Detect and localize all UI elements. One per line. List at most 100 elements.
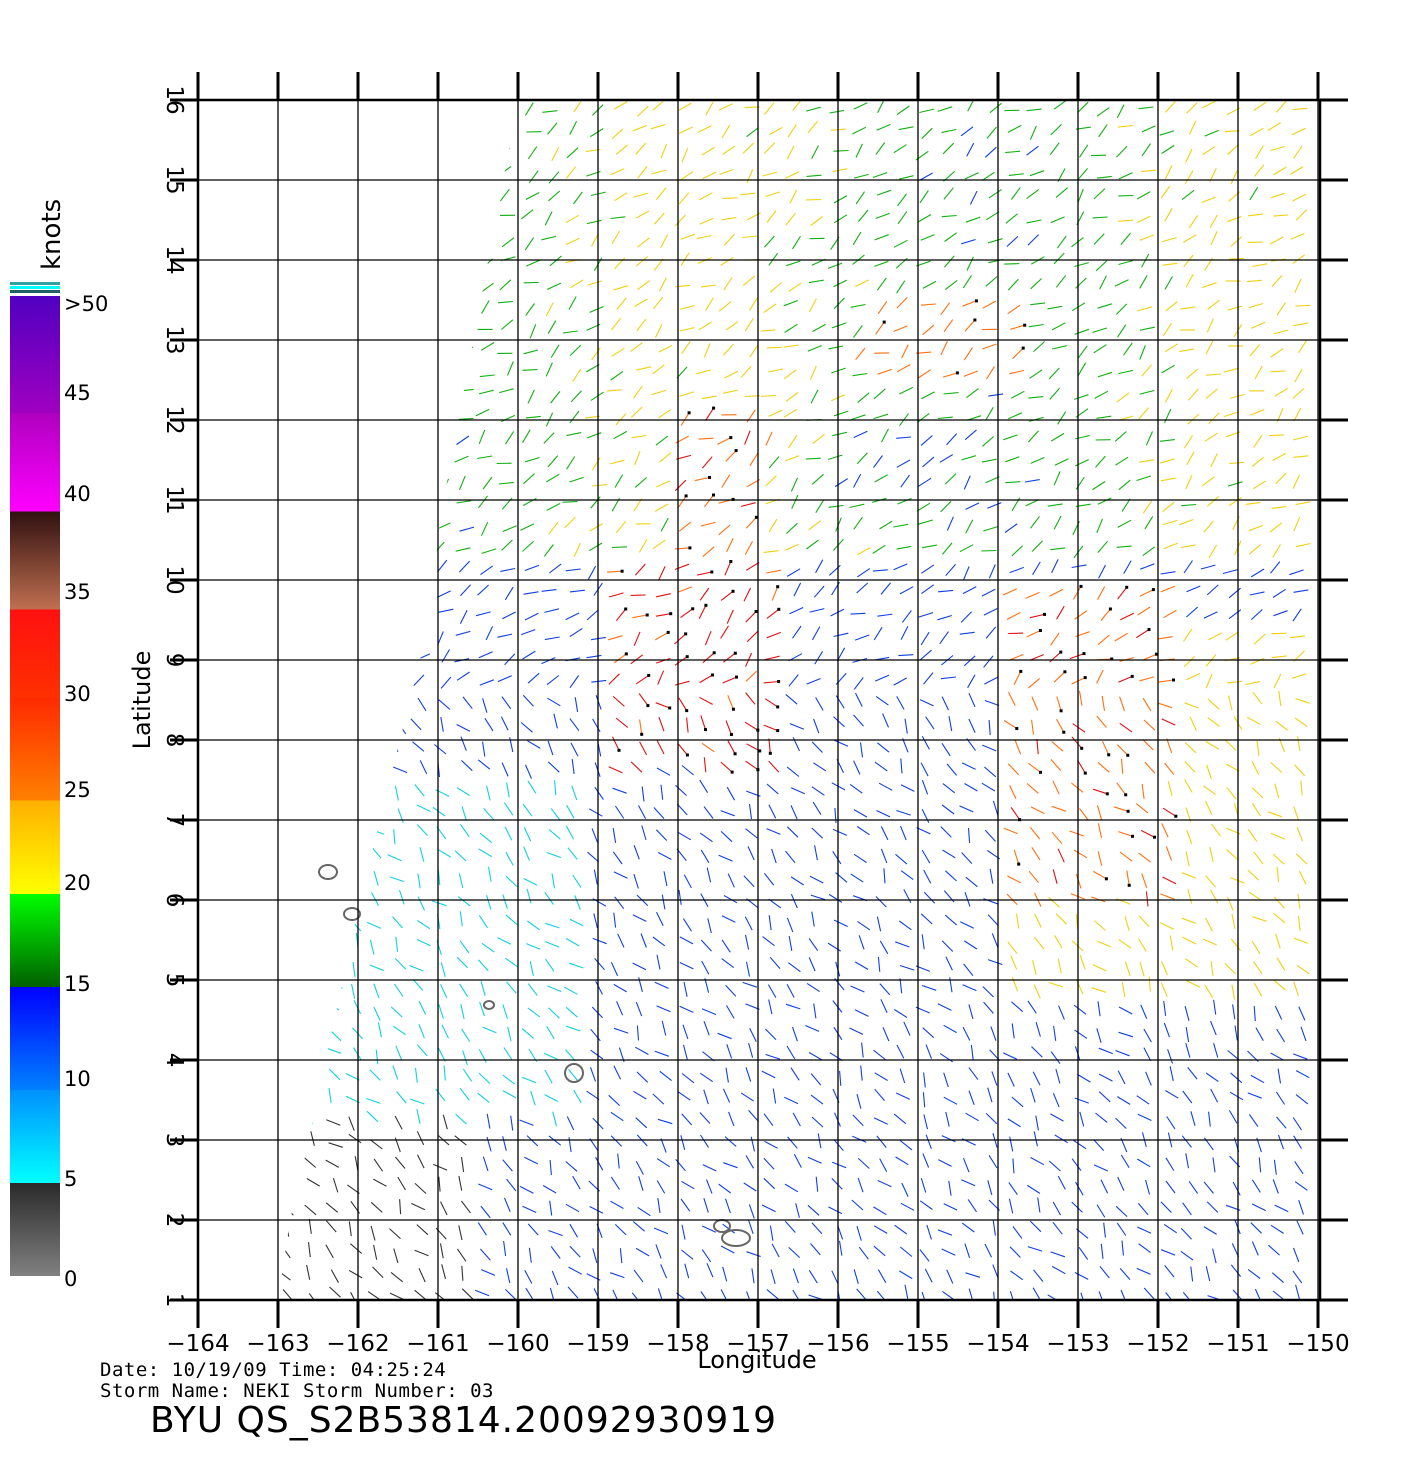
wind-vector (1250, 1074, 1265, 1084)
wind-vector (877, 301, 888, 315)
rain-flag (777, 680, 781, 683)
wind-vector (745, 611, 757, 623)
wind-vector (1190, 1266, 1194, 1282)
wind-vector (674, 547, 690, 550)
wind-vector (330, 895, 334, 911)
wind-vector (610, 168, 625, 176)
wind-vector (680, 608, 694, 619)
wind-vector (523, 591, 539, 595)
wind-vector (743, 1182, 757, 1192)
wind-vector (1119, 1267, 1131, 1280)
wind-vector (498, 147, 510, 160)
wind-vector (681, 1113, 693, 1126)
wind-vector (744, 430, 751, 445)
wind-vector (877, 368, 892, 375)
wind-vector (612, 787, 627, 794)
wind-vector (1205, 1266, 1211, 1282)
wind-vector (701, 1225, 717, 1233)
wind-vector (569, 1245, 581, 1258)
wind-vector (1050, 547, 1066, 551)
wind-vector (1079, 954, 1086, 970)
wind-vector (984, 676, 998, 685)
wind-vector (904, 718, 908, 734)
wind-vector (565, 1161, 578, 1172)
wind-vector (505, 914, 518, 926)
wind-vector (903, 889, 912, 903)
wind-vector (614, 896, 625, 910)
wind-vector (982, 744, 997, 752)
wind-vector (1050, 432, 1065, 442)
rain-flag (1023, 323, 1027, 327)
wind-vector (763, 872, 775, 886)
wind-vector (678, 521, 692, 532)
wind-vector (1056, 696, 1062, 711)
wind-vector (238, 458, 248, 469)
wind-vector (411, 414, 427, 419)
wind-vector (455, 630, 471, 636)
wind-vector (1206, 764, 1212, 780)
wind-vector (795, 1203, 800, 1218)
wind-vector (417, 1154, 425, 1169)
wind-vector (788, 674, 799, 687)
wind-vector (586, 364, 600, 373)
wind-vector (193, 764, 207, 770)
wind-vector (992, 800, 999, 816)
wind-vector (344, 342, 358, 352)
wind-vector (1118, 172, 1133, 180)
island-outline (318, 864, 338, 880)
wind-vector (921, 735, 930, 750)
wind-vector (810, 894, 826, 901)
wind-vector (1114, 279, 1129, 287)
wind-vector (637, 105, 649, 117)
wind-vector (833, 149, 849, 152)
wind-vector (748, 804, 753, 820)
wind-vector (526, 1135, 539, 1147)
wind-vector (1136, 215, 1151, 224)
wind-vector (766, 631, 781, 639)
wind-vector (456, 500, 472, 504)
wind-vector (612, 695, 625, 707)
wind-vector (1249, 127, 1264, 137)
wind-vector (350, 919, 362, 932)
wind-vector (1252, 691, 1263, 705)
wind-vector (1204, 129, 1219, 137)
wind-vector (699, 674, 713, 684)
wind-vector (1029, 1220, 1042, 1233)
wind-vector (898, 126, 914, 131)
wind-vector (280, 329, 296, 333)
wind-vector (459, 610, 468, 625)
wind-vector (1183, 435, 1193, 449)
wind-vector (305, 569, 321, 572)
wind-vector (1186, 585, 1201, 593)
wind-vector (1138, 1243, 1151, 1254)
wind-vector (1162, 501, 1175, 513)
wind-vector (350, 829, 363, 840)
wind-vector (916, 412, 930, 423)
wind-vector (1052, 1201, 1061, 1216)
rain-flag (1043, 612, 1046, 616)
wind-vector (811, 786, 825, 796)
wind-vector (1011, 545, 1023, 557)
wind-vector (722, 1088, 731, 1103)
wind-vector (437, 323, 453, 327)
wind-vector (724, 561, 732, 576)
wind-vector (1251, 1241, 1259, 1256)
rain-flag (1039, 770, 1042, 774)
wind-vector (279, 829, 293, 838)
wind-vector (919, 108, 935, 114)
wind-vector (707, 918, 712, 934)
lon-tick-label: −164 (166, 1331, 229, 1357)
wind-vector (574, 895, 581, 910)
wind-vector (919, 1200, 933, 1210)
wind-vector (221, 1202, 227, 1216)
rain-flag (729, 733, 733, 736)
wind-vector (827, 942, 841, 952)
colorbar-label: 25 (64, 778, 91, 802)
wind-vector (829, 109, 845, 114)
wind-vector (895, 941, 910, 948)
wind-vector (924, 1268, 933, 1283)
wind-vector (981, 171, 995, 182)
wind-vector (1074, 262, 1089, 268)
wind-vector (942, 849, 956, 859)
